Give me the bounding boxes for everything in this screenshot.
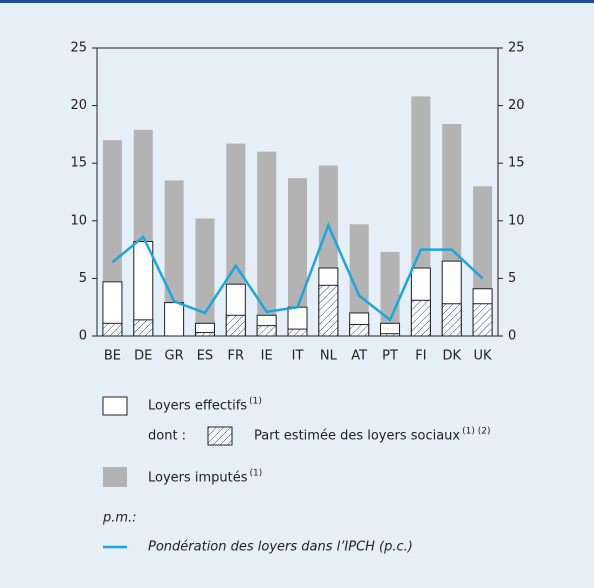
legend-note: (1) (249, 397, 262, 407)
hatched-bar (102, 322, 123, 337)
x-tick-label: DE (134, 349, 152, 364)
bar (164, 180, 184, 336)
bar (349, 224, 369, 336)
y-tick-label: 5 (79, 271, 87, 286)
bar (257, 151, 277, 336)
legend-note: (1) (250, 469, 263, 479)
hatched-bar (410, 299, 431, 337)
y2-tick-label: 10 (508, 213, 525, 228)
hatched-bar (225, 314, 246, 337)
x-tick-label: GR (165, 349, 184, 364)
legend-label: Part estimée des loyers sociaux (254, 429, 460, 444)
bar (195, 218, 215, 336)
y-tick-label: 20 (70, 98, 87, 113)
x-tick-label: IT (292, 349, 304, 364)
hatched-bar (194, 332, 215, 337)
legend-prefix: p.m.: (102, 511, 137, 526)
hatched-bar (472, 303, 493, 337)
top-rule (0, 0, 594, 3)
y2-tick-label: 0 (508, 329, 516, 344)
legend-swatch (103, 467, 127, 487)
x-tick-label: PT (382, 349, 398, 364)
y-tick-label: 15 (70, 156, 87, 171)
bar (164, 302, 185, 337)
y-tick-label: 25 (70, 41, 87, 56)
x-tick-label: DK (442, 349, 461, 364)
y-tick-label: 10 (70, 213, 87, 228)
y2-tick-label: 25 (508, 41, 525, 56)
hatched-bar (349, 323, 370, 337)
x-tick-label: IE (261, 349, 273, 364)
legend-prefix: dont : (148, 429, 186, 444)
legend-swatch (102, 396, 128, 416)
hatched-bar (318, 284, 339, 337)
x-tick-label: UK (474, 349, 493, 364)
x-tick-label: ES (197, 349, 213, 364)
legend-label: Loyers imputés (148, 471, 248, 486)
y-tick-label: 0 (79, 329, 87, 344)
hatched-bar (133, 319, 154, 337)
hatched-bar (287, 328, 308, 337)
legend-label: Loyers effectifs (148, 399, 247, 414)
y2-tick-label: 15 (508, 156, 525, 171)
y2-tick-label: 20 (508, 98, 525, 113)
hatched-bar (256, 325, 277, 337)
plot-frame (96, 47, 499, 337)
y2-tick-label: 5 (508, 271, 516, 286)
legend-note: (1) (2) (462, 427, 490, 437)
x-tick-label: FI (415, 349, 426, 364)
hatched-bar (441, 303, 462, 337)
x-tick-label: AT (351, 349, 367, 364)
x-tick-label: NL (320, 349, 338, 364)
legend-swatch (207, 426, 233, 446)
line-series (111, 222, 484, 322)
legend-label: Pondération des loyers dans l’IPCH (p.c.… (148, 540, 413, 555)
x-tick-label: BE (104, 349, 121, 364)
x-tick-label: FR (228, 349, 245, 364)
